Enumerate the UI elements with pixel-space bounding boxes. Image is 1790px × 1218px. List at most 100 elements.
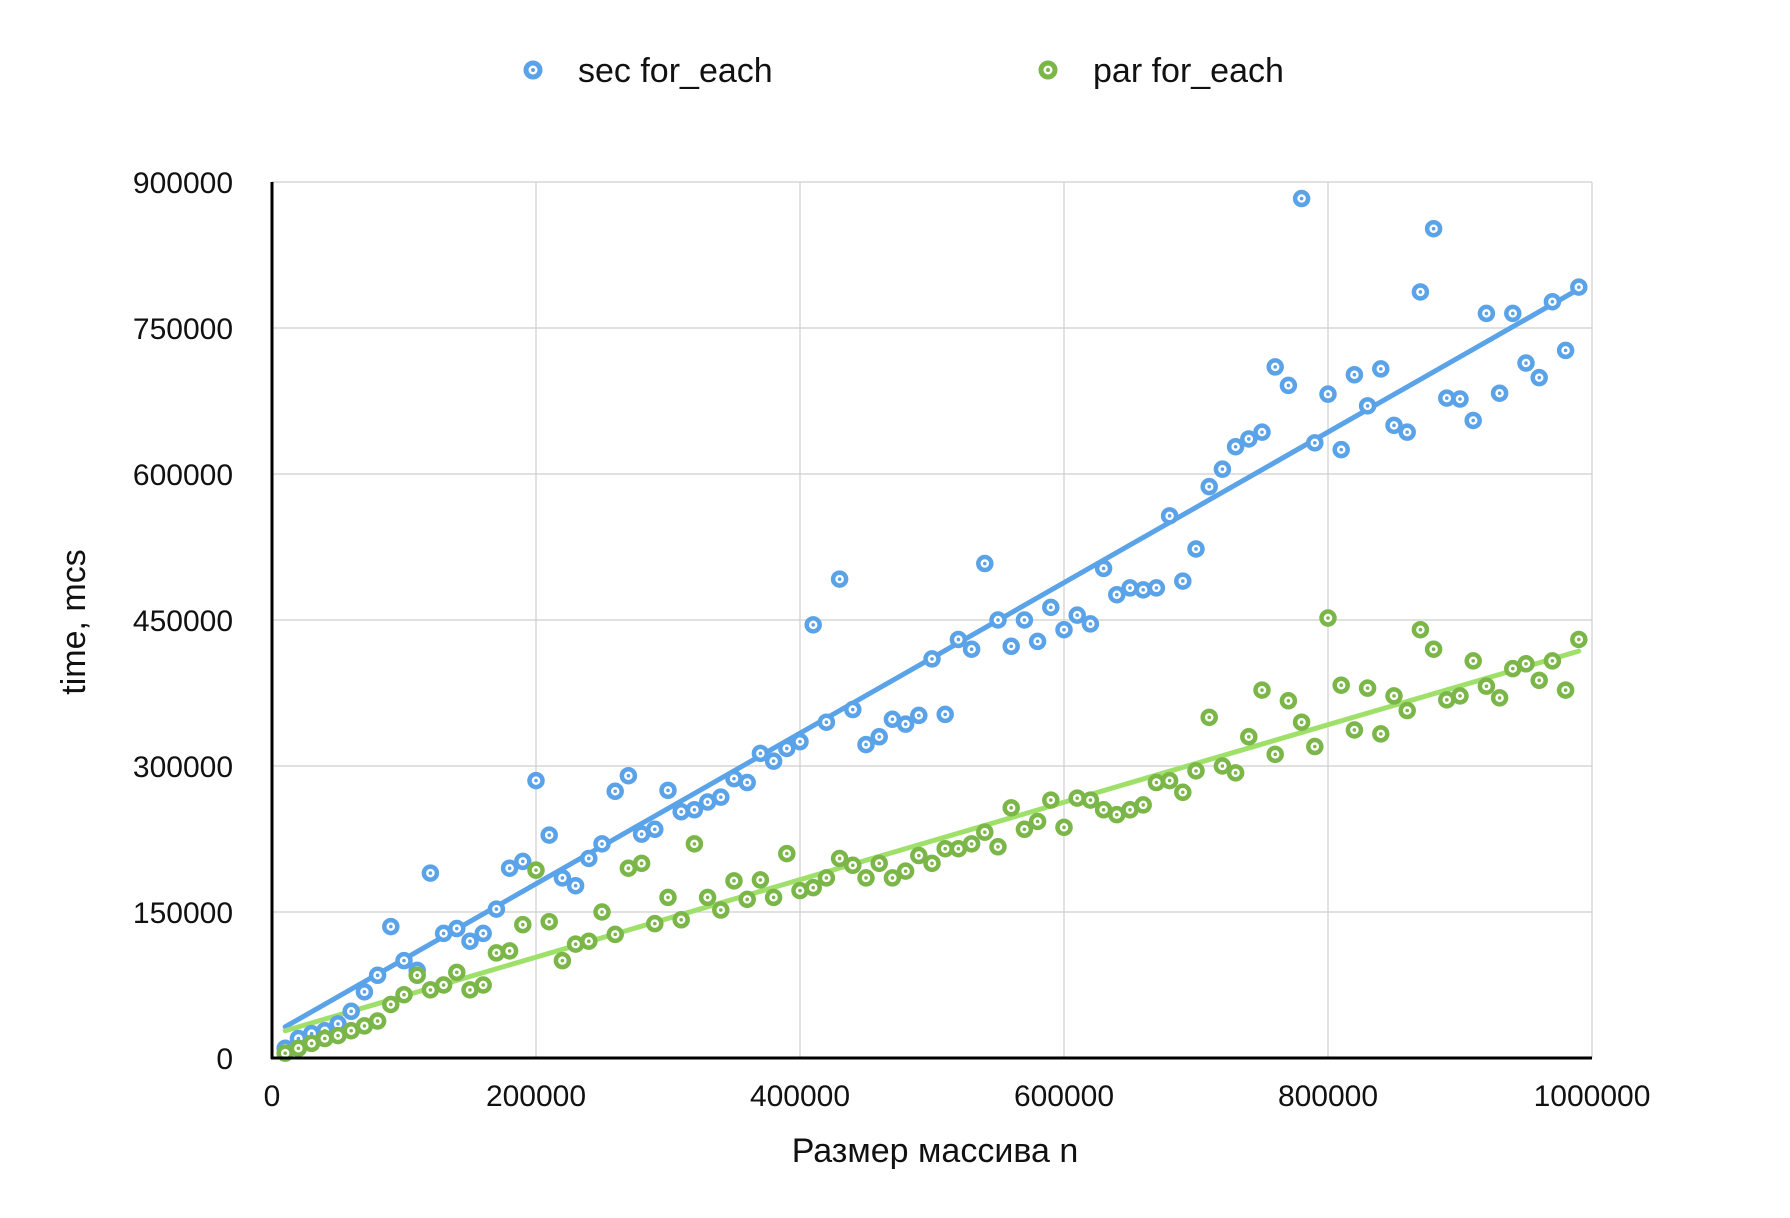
point-dot: [283, 1051, 288, 1055]
point-dot: [494, 951, 499, 955]
point-dot: [1405, 430, 1409, 434]
point-dot: [1484, 311, 1489, 316]
point-dot: [1115, 812, 1119, 817]
legend-marker-dot-par-for-each: [1046, 68, 1050, 72]
data-point-sec-for-each: [1200, 477, 1218, 496]
point-dot: [1511, 666, 1515, 671]
data-point-par-for-each: [408, 966, 426, 985]
x-tick-label: 400000: [750, 1080, 850, 1113]
data-point-par-for-each: [1187, 762, 1205, 780]
data-point-par-for-each: [1002, 799, 1020, 817]
point-dot: [1405, 708, 1409, 713]
point-dot: [560, 876, 565, 880]
point-dot: [1181, 579, 1185, 583]
point-dot: [1339, 447, 1343, 452]
data-point-sec-for-each: [1253, 423, 1271, 441]
point-dot: [1167, 778, 1172, 783]
point-dot: [653, 827, 657, 832]
data-point-sec-for-each: [962, 640, 981, 658]
point-dot: [375, 1019, 380, 1023]
point-dot: [1247, 735, 1251, 739]
point-dot: [917, 713, 921, 718]
point-dot: [349, 1028, 354, 1033]
data-point-sec-for-each: [1451, 390, 1469, 408]
data-point-sec-for-each: [1530, 368, 1548, 387]
point-dot: [1075, 613, 1079, 617]
data-point-par-for-each: [540, 912, 558, 931]
data-point-par-for-each: [1213, 757, 1232, 775]
point-dot: [1273, 365, 1277, 369]
point-dot: [956, 637, 961, 642]
point-dot: [1220, 467, 1225, 471]
point-dot: [1062, 627, 1066, 632]
y-tick-label: 450000: [133, 605, 233, 638]
point-dot: [996, 618, 1000, 622]
x-tick-label: 0: [264, 1080, 281, 1113]
data-point-sec-for-each: [566, 876, 585, 895]
data-point-sec-for-each: [1147, 579, 1166, 597]
point-dot: [296, 1046, 301, 1051]
point-dot: [1247, 437, 1251, 441]
point-dot: [692, 808, 697, 812]
data-point-sec-for-each: [448, 919, 466, 938]
axes: [270, 182, 1592, 1060]
data-point-sec-for-each: [355, 983, 374, 1001]
point-dot: [468, 988, 472, 992]
point-dot: [1577, 285, 1581, 289]
data-point-par-for-each: [936, 839, 954, 858]
point-dot: [573, 883, 578, 888]
point-dot: [455, 926, 459, 931]
data-point-par-for-each: [1372, 725, 1390, 743]
data-point-sec-for-each: [368, 966, 387, 985]
data-point-sec-for-each: [1160, 507, 1179, 525]
data-point-sec-for-each: [382, 917, 400, 936]
data-point-par-for-each: [1081, 791, 1100, 809]
data-points: [276, 189, 1588, 1062]
point-dot: [1339, 683, 1343, 688]
data-point-par-for-each: [1385, 687, 1403, 705]
data-point-par-for-each: [738, 890, 756, 909]
point-dot: [296, 1036, 301, 1041]
point-dot: [1049, 605, 1053, 610]
point-dot: [1365, 404, 1370, 408]
point-dot: [1458, 694, 1462, 698]
point-dot: [771, 895, 776, 900]
data-point-sec-for-each: [857, 735, 875, 754]
point-dot: [336, 1033, 340, 1038]
point-dot: [362, 1024, 367, 1028]
data-point-par-for-each: [1200, 708, 1218, 727]
point-dot: [1537, 375, 1541, 380]
point-dot: [1458, 397, 1462, 401]
legend-item-par-for-each: par for_each: [1038, 52, 1284, 90]
data-point-par-for-each: [685, 835, 704, 853]
point-dot: [441, 931, 446, 936]
data-point-par-for-each: [1451, 687, 1469, 705]
data-point-par-for-each: [1464, 652, 1482, 670]
data-point-sec-for-each: [632, 825, 651, 843]
data-point-sec-for-each: [646, 820, 664, 839]
data-point-sec-for-each: [421, 864, 440, 882]
data-point-par-for-each: [1279, 692, 1298, 710]
legend-marker-sec-for-each: [523, 60, 543, 80]
data-point-par-for-each: [316, 1029, 334, 1048]
data-point-sec-for-each: [896, 715, 915, 733]
point-dot: [1286, 383, 1291, 388]
data-point-sec-for-each: [778, 739, 796, 758]
data-point-par-for-each: [844, 856, 862, 875]
data-point-sec-for-each: [1292, 189, 1311, 208]
data-point-par-for-each: [1108, 805, 1126, 824]
point-dot: [837, 856, 842, 861]
point-dot: [507, 949, 512, 953]
point-dot: [877, 861, 881, 866]
point-dot: [534, 778, 538, 783]
point-dot: [798, 739, 802, 744]
point-dot: [1154, 586, 1159, 590]
point-dot: [1035, 819, 1040, 824]
data-point-sec-for-each: [844, 700, 862, 719]
point-dot: [1101, 808, 1106, 812]
point-dot: [824, 720, 829, 724]
data-point-sec-for-each: [1108, 585, 1126, 604]
point-dot: [1497, 391, 1502, 396]
data-point-par-for-each: [1358, 679, 1377, 697]
data-point-par-for-each: [395, 985, 413, 1004]
